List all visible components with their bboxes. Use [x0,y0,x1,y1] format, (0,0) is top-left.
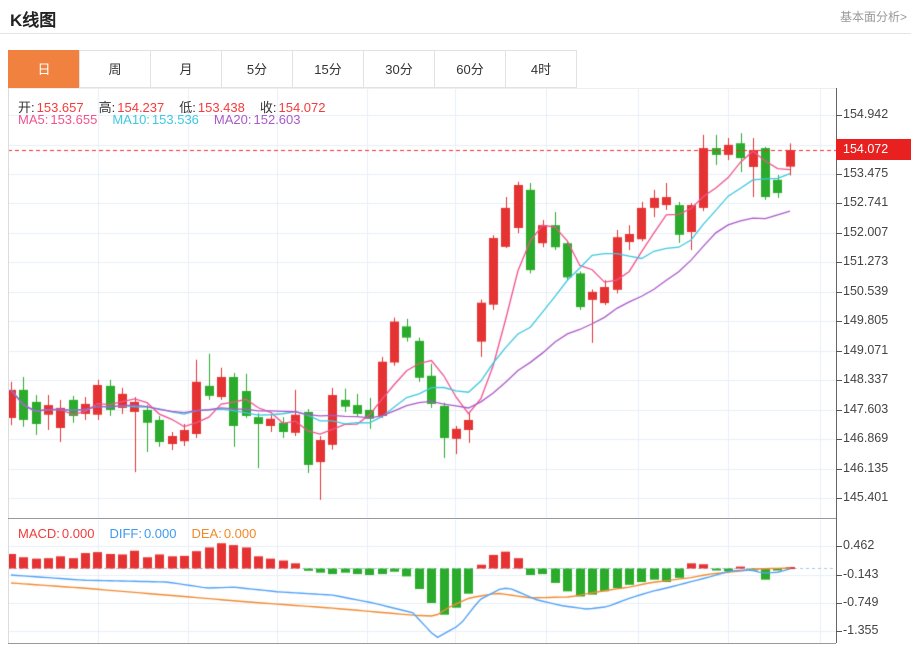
plot-right-border [836,88,837,643]
ohlc-info-row: 开: 153.657 高: 154.237 低: 153.438 收: 154.072 [18,97,341,116]
price-148.337-tick [836,380,842,381]
tab-4时[interactable]: 4时 [505,50,577,88]
ma5-value: 153.655 [50,112,98,127]
macd-info-row: MACD: 0.000 DIFF: 0.000 DEA: 0.000 [18,526,271,541]
price-149.071-label: 149.071 [843,343,889,357]
price-152.007-label: 152.007 [843,225,889,239]
price-147.603-label: 147.603 [843,402,889,416]
ma-info-row: MA5: 153.655 MA10: 153.536 MA20: 152.603 [18,112,316,127]
price-152.741-tick [836,203,842,204]
ma20-value: 152.603 [253,112,301,127]
plot-bottom-border [8,643,836,644]
price-146.869-label: 146.869 [843,431,889,445]
close-label: 收: [259,100,277,115]
price-149.805-label: 149.805 [843,313,889,327]
price-153.475-tick [836,174,842,175]
open-value: 153.657 [36,100,84,115]
ma10-label: MA10: [112,112,150,127]
diff-label: DIFF: [109,526,142,541]
dea-value: 0.000 [223,526,257,541]
macd-value: 0.000 [61,526,95,541]
price-154.942-tick [836,115,842,116]
macd-0.462-label: 0.462 [843,538,875,552]
ma5-label: MA5: [18,112,49,127]
diff-value: 0.000 [143,526,177,541]
page-title: K线图 [10,11,57,30]
price-145.401-label: 145.401 [843,490,889,504]
price-147.603-tick [836,410,842,411]
high-label: 高: [98,100,116,115]
price-145.401-tick [836,498,842,499]
price-146.869-tick [836,439,842,440]
dea-label: DEA: [191,526,222,541]
macd--0.143-tick [836,575,842,576]
price-151.273-tick [836,262,842,263]
macd-chart-canvas[interactable] [8,520,836,643]
price-152.741-label: 152.741 [843,195,889,209]
header-divider [0,33,911,34]
price-150.539-label: 150.539 [843,284,889,298]
tab-日[interactable]: 日 [8,50,80,88]
ma10-value: 153.536 [151,112,199,127]
low-value: 153.438 [197,100,245,115]
price-146.135-label: 146.135 [843,461,889,475]
price-149.805-tick [836,321,842,322]
macd--1.355-label: -1.355 [843,623,879,637]
tab-周[interactable]: 周 [79,50,151,88]
macd--0.143-label: -0.143 [843,567,879,581]
current-price-badge: 154.072 [836,139,911,160]
open-label: 开: [18,100,35,115]
tab-60分[interactable]: 60分 [434,50,506,88]
price-150.539-tick [836,292,842,293]
tab-15分[interactable]: 15分 [292,50,364,88]
timeframe-tab-bar: 日周月 5分 15分 30分 60分 4时 [8,50,577,88]
plot-left-border [8,88,9,643]
price-153.475-label: 153.475 [843,166,889,180]
tab-30分[interactable]: 30分 [363,50,435,88]
price-148.337-label: 148.337 [843,372,889,386]
macd-label: MACD: [18,526,60,541]
fundamental-analysis-link[interactable]: 基本面分析> [839,10,907,24]
close-value: 154.072 [278,100,326,115]
price-149.071-tick [836,351,842,352]
tab-5分[interactable]: 5分 [221,50,293,88]
tab-月[interactable]: 月 [150,50,222,88]
price-154.942-label: 154.942 [843,107,889,121]
price-151.273-label: 151.273 [843,254,889,268]
ma20-label: MA20: [213,112,252,127]
macd--0.749-tick [836,603,842,604]
high-value: 154.237 [117,100,165,115]
price-146.135-tick [836,469,842,470]
low-label: 低: [179,100,196,115]
macd--0.749-label: -0.749 [843,595,879,609]
candlestick-chart-canvas[interactable] [8,88,836,518]
price-152.007-tick [836,233,842,234]
plot-top-border [8,88,836,89]
macd-0.462-tick [836,546,842,547]
macd--1.355-tick [836,631,842,632]
panel-separator [8,518,836,519]
